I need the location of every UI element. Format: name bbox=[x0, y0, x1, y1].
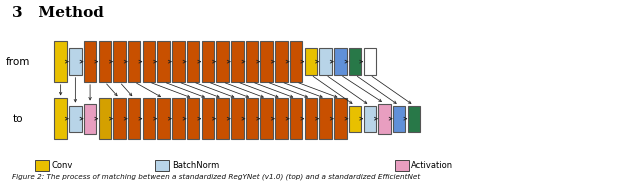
Bar bbox=[349, 48, 362, 75]
Bar bbox=[393, 106, 406, 132]
Bar bbox=[99, 98, 111, 139]
Bar bbox=[290, 98, 303, 139]
Bar bbox=[84, 41, 96, 82]
Bar bbox=[35, 160, 49, 171]
Bar bbox=[408, 106, 420, 132]
Bar bbox=[143, 98, 155, 139]
Bar bbox=[246, 98, 259, 139]
Bar bbox=[216, 98, 229, 139]
Bar bbox=[231, 41, 244, 82]
Bar bbox=[202, 41, 214, 82]
Text: Conv: Conv bbox=[52, 161, 73, 170]
Bar bbox=[113, 41, 125, 82]
Bar bbox=[113, 98, 125, 139]
Text: Activation: Activation bbox=[412, 161, 453, 170]
Bar bbox=[290, 41, 303, 82]
Bar bbox=[319, 48, 332, 75]
Bar bbox=[349, 106, 362, 132]
Bar bbox=[395, 160, 409, 171]
Bar bbox=[364, 48, 376, 75]
Bar bbox=[334, 48, 347, 75]
Bar bbox=[187, 98, 200, 139]
Bar bbox=[305, 48, 317, 75]
Text: to: to bbox=[13, 114, 23, 124]
Bar bbox=[187, 41, 200, 82]
Bar bbox=[275, 98, 288, 139]
Bar bbox=[99, 41, 111, 82]
Bar bbox=[319, 98, 332, 139]
Bar bbox=[246, 41, 259, 82]
Bar bbox=[69, 48, 82, 75]
Bar bbox=[143, 41, 155, 82]
Bar bbox=[378, 103, 391, 134]
Bar bbox=[69, 106, 82, 132]
Bar bbox=[231, 98, 244, 139]
Bar bbox=[157, 98, 170, 139]
Text: 3   Method: 3 Method bbox=[12, 6, 104, 20]
Bar bbox=[275, 41, 288, 82]
Bar bbox=[172, 41, 184, 82]
Bar bbox=[334, 98, 347, 139]
Text: from: from bbox=[6, 57, 30, 67]
Bar bbox=[54, 98, 67, 139]
Text: BatchNorm: BatchNorm bbox=[172, 161, 220, 170]
Bar bbox=[216, 41, 229, 82]
Bar bbox=[260, 41, 273, 82]
Bar bbox=[54, 41, 67, 82]
Bar bbox=[305, 98, 317, 139]
Bar bbox=[202, 98, 214, 139]
Text: Figure 2: The process of matching between a standardized RegYNet (v1.0) (top) an: Figure 2: The process of matching betwee… bbox=[12, 174, 420, 180]
Bar bbox=[128, 98, 141, 139]
Bar bbox=[157, 41, 170, 82]
Bar bbox=[128, 41, 141, 82]
Bar bbox=[260, 98, 273, 139]
Bar bbox=[172, 98, 184, 139]
Bar bbox=[156, 160, 170, 171]
Bar bbox=[84, 103, 96, 134]
Bar bbox=[364, 106, 376, 132]
